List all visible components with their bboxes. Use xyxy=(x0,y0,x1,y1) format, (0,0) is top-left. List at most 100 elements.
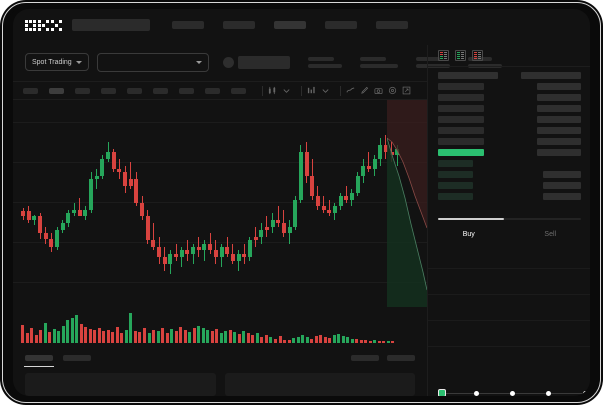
slider-stop-75[interactable] xyxy=(546,390,551,396)
indicators-dropdown-icon[interactable] xyxy=(321,86,330,95)
order-type-row[interactable] xyxy=(428,247,590,269)
slider-stop-25[interactable] xyxy=(474,390,479,396)
timeframe-button-2[interactable] xyxy=(49,87,64,94)
orders-tabs-right xyxy=(351,355,415,361)
volume-bar xyxy=(39,330,43,343)
timeframe-button-3[interactable] xyxy=(75,87,90,94)
volume-chart[interactable] xyxy=(13,309,427,349)
orders-action-1[interactable] xyxy=(351,355,379,361)
orderbook-row[interactable] xyxy=(438,138,581,147)
volume-bar xyxy=(179,327,183,343)
nav-link-4[interactable] xyxy=(325,21,357,29)
volume-bar xyxy=(111,332,115,343)
orderbook-both-icon[interactable] xyxy=(438,50,449,61)
orderbook-ask-cell xyxy=(537,83,581,90)
timeframe-button-5[interactable] xyxy=(127,87,142,94)
line-tool-icon[interactable] xyxy=(346,86,355,95)
nav-link-2[interactable] xyxy=(223,21,255,29)
orders-tab-open[interactable] xyxy=(24,355,54,367)
nav-link-5[interactable] xyxy=(376,21,408,29)
slider-stop-50[interactable] xyxy=(510,390,515,396)
tab-sell[interactable]: Sell xyxy=(544,231,557,238)
volume-bar xyxy=(255,332,259,343)
orderbook-row[interactable] xyxy=(438,94,581,103)
indicators-icon[interactable] xyxy=(307,86,316,95)
volume-bar xyxy=(314,335,318,343)
orderbook-row[interactable] xyxy=(438,116,581,125)
nav-link-3[interactable] xyxy=(274,21,306,29)
volume-bar xyxy=(269,337,273,343)
okx-logo-icon[interactable] xyxy=(25,19,62,31)
timeframe-button-9[interactable] xyxy=(231,87,246,94)
orderbook-row[interactable] xyxy=(438,72,581,81)
toolbar-divider xyxy=(340,85,341,96)
pair-select-dropdown[interactable] xyxy=(96,52,209,72)
volume-bar xyxy=(341,335,345,343)
volume-bar xyxy=(21,325,24,343)
trading-mode-select[interactable]: Spot Trading xyxy=(25,53,89,71)
orderbook-row[interactable] xyxy=(438,149,581,158)
fullscreen-icon[interactable] xyxy=(402,86,411,95)
volume-bar xyxy=(142,328,146,343)
volume-bar xyxy=(346,337,350,343)
camera-icon[interactable] xyxy=(374,86,383,95)
orderbook-bid-cell xyxy=(438,127,484,134)
pencil-icon[interactable] xyxy=(360,86,369,95)
orders-panel-right[interactable] xyxy=(224,373,415,396)
orderbook-view-switcher xyxy=(428,45,590,67)
candlestick-series xyxy=(21,100,401,307)
search-input[interactable] xyxy=(72,19,150,31)
nav-link-1[interactable] xyxy=(172,21,204,29)
total-input-row[interactable] xyxy=(428,321,590,347)
orderbook-bids-icon[interactable] xyxy=(455,50,466,61)
tab-buy[interactable]: Buy xyxy=(462,231,475,238)
volume-bar xyxy=(359,339,363,343)
orderbook-row[interactable] xyxy=(438,127,581,136)
orderbook-row[interactable] xyxy=(438,105,581,114)
volume-bar xyxy=(337,334,341,343)
volume-bar xyxy=(305,337,309,343)
volume-bar xyxy=(156,331,160,343)
coin-avatar xyxy=(222,56,234,68)
price-input-row[interactable] xyxy=(428,269,590,295)
orderbook-row[interactable] xyxy=(438,193,581,202)
orders-tab-history[interactable] xyxy=(63,355,91,361)
volume-bar xyxy=(350,338,354,343)
amount-input-row[interactable] xyxy=(428,295,590,321)
orderbook[interactable] xyxy=(428,67,590,215)
candle-chart-icon[interactable] xyxy=(268,86,277,95)
slider-stop-100[interactable] xyxy=(583,390,588,396)
settings-icon[interactable] xyxy=(388,86,397,95)
volume-bar xyxy=(34,335,38,343)
volume-bar xyxy=(174,330,178,343)
volume-bar xyxy=(368,340,372,343)
orderbook-bid-cell xyxy=(438,105,484,112)
amount-percent-slider[interactable] xyxy=(438,388,590,396)
orderbook-bid-cell xyxy=(438,149,484,156)
orderbook-row[interactable] xyxy=(438,83,581,92)
stat-label xyxy=(307,56,334,61)
volume-bar xyxy=(61,326,65,343)
orderbook-scrollbar[interactable] xyxy=(438,218,581,220)
price-chart[interactable] xyxy=(13,100,427,307)
orderbook-ask-cell xyxy=(537,138,581,145)
volume-bar xyxy=(242,331,246,343)
orderbook-ask-cell xyxy=(521,72,581,79)
orderbook-row[interactable] xyxy=(438,160,581,169)
timeframe-button-1[interactable] xyxy=(23,87,38,94)
volume-bar xyxy=(323,336,327,343)
volume-bar xyxy=(364,340,368,343)
timeframe-button-8[interactable] xyxy=(205,87,220,94)
slider-handle[interactable] xyxy=(438,389,446,396)
chart-type-dropdown-icon[interactable] xyxy=(282,86,291,95)
orders-panel-left[interactable] xyxy=(25,373,216,396)
timeframe-button-6[interactable] xyxy=(153,87,168,94)
orderbook-row[interactable] xyxy=(438,171,581,180)
timeframe-button-4[interactable] xyxy=(101,87,116,94)
volume-bar xyxy=(260,336,264,343)
timeframe-button-7[interactable] xyxy=(179,87,194,94)
orderbook-asks-icon[interactable] xyxy=(472,50,483,61)
volume-bar xyxy=(88,328,92,343)
orderbook-row[interactable] xyxy=(438,182,581,191)
orders-action-2[interactable] xyxy=(387,355,415,361)
